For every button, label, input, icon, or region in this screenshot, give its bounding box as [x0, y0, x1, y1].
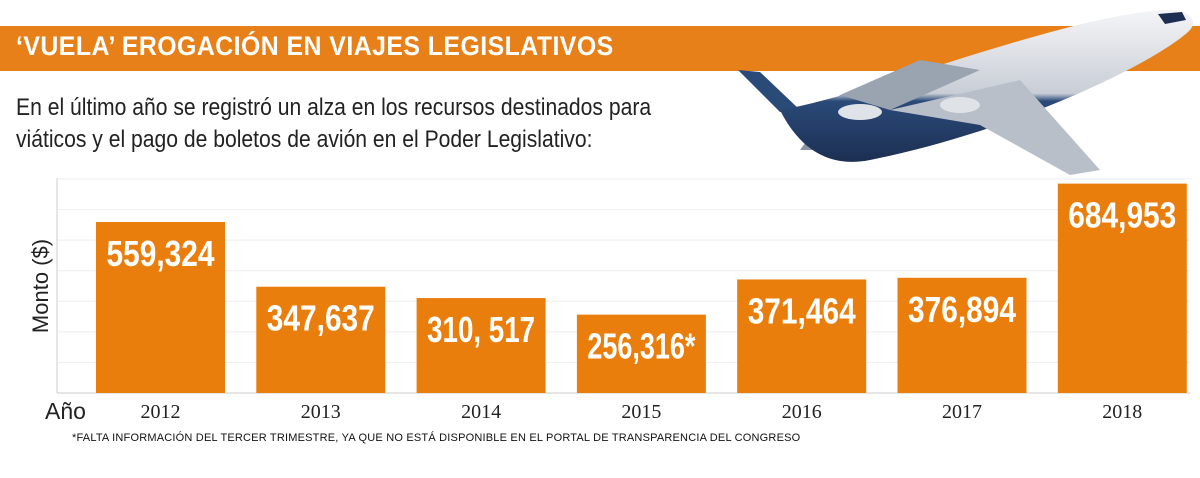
x-axis-label: Año — [45, 398, 86, 424]
data-label: 559,324 — [107, 233, 215, 274]
page-title: ‘VUELA’ EROGACIÓN EN VIAJES LEGISLATIVOS — [16, 31, 614, 61]
y-axis-label: Monto ($) — [28, 239, 53, 333]
x-tick-label: 2018 — [1102, 401, 1142, 423]
x-tick-label: 2017 — [942, 401, 982, 423]
bar-2013 — [256, 286, 386, 393]
x-tick-label: 2015 — [621, 401, 661, 423]
subtitle: En el último año se registró un alza en … — [16, 92, 652, 156]
bar-2015 — [576, 314, 706, 393]
airplane-icon — [738, 9, 1193, 175]
x-tick-label: 2012 — [141, 401, 181, 423]
subtitle-line-1: En el último año se registró un alza en … — [16, 94, 652, 121]
bar-2014 — [416, 298, 546, 393]
x-tick-label: 2016 — [782, 401, 822, 423]
bar-2016 — [737, 279, 867, 393]
data-label: 310, 517 — [427, 309, 535, 350]
data-label: 376,894 — [908, 289, 1016, 330]
footnote: *FALTA INFORMACIÓN DEL TERCER TRIMESTRE,… — [72, 432, 801, 444]
data-label: 371,464 — [748, 290, 856, 331]
bar-chart: 559,324 2012 347,637 2013 310, 517 2014 256,31… — [28, 178, 1190, 424]
subtitle-line-2: viáticos y el pago de boletos de avión e… — [16, 126, 593, 153]
data-label: 347,637 — [267, 298, 375, 339]
x-tick-label: 2014 — [461, 401, 501, 423]
bar-2017 — [897, 277, 1027, 393]
bar-2018 — [1057, 183, 1187, 393]
data-label: 256,316* — [587, 326, 695, 367]
data-label: 684,953 — [1068, 195, 1176, 236]
bar-2012 — [96, 222, 225, 393]
x-tick-label: 2013 — [301, 401, 341, 423]
